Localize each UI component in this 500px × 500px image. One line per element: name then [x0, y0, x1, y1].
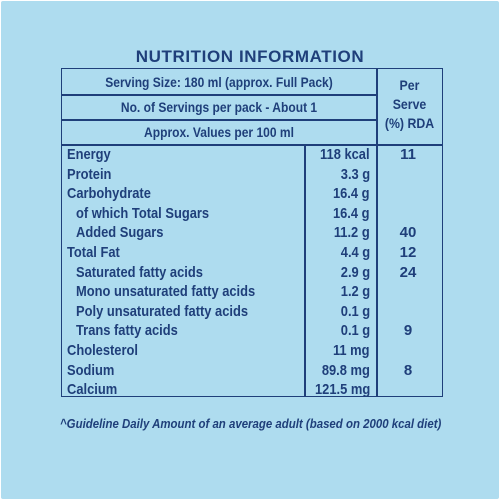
table-row: Calcium 121.5 mg [0, 380, 500, 400]
divider-rda-column [376, 68, 378, 397]
table-row: Saturated fatty acids 2.9 g 24 [0, 263, 500, 283]
servings-per-pack-label: No. of Servings per pack - About 1 [120, 99, 318, 115]
nutrient-value: 11 mg [333, 342, 370, 359]
table-row: Mono unsaturated fatty acids 1.2 g [0, 282, 500, 302]
nutrient-value: 4.4 g [340, 244, 370, 261]
divider-header [61, 144, 443, 146]
nutrient-label: Total Fat [67, 244, 120, 261]
table-row: Trans fatty acids 0.1 g 9 [0, 321, 500, 341]
nutrient-label: Protein [67, 165, 112, 183]
rda-header-line: (%) RDA [384, 115, 435, 131]
nutrient-value: 16.4 g [333, 185, 370, 203]
nutrient-value: 2.9 g [340, 263, 370, 281]
rda-column-header: Per Serve (%) RDA [380, 76, 439, 133]
nutrient-rda: 24 [399, 263, 417, 281]
footnote: ^Guideline Daily Amount of an average ad… [60, 416, 442, 431]
divider-value-column [304, 145, 306, 397]
nutrient-value: 16.4 g [333, 204, 370, 222]
nutrient-rda: 11 [400, 146, 416, 163]
rda-header-line: Serve [392, 96, 427, 112]
rda-header-line: Per [399, 77, 420, 93]
nutrient-label: Mono unsaturated fatty acids [76, 283, 256, 301]
serving-size-label: Serving Size: 180 ml (approx. Full Pack) [105, 74, 333, 90]
nutrient-label: Carbohydrate [67, 185, 151, 203]
table-row: Total Fat 4.4 g 12 [0, 243, 500, 263]
nutrient-label: Trans fatty acids [76, 322, 178, 340]
divider-servings [61, 119, 377, 121]
nutrient-rda: 12 [399, 244, 417, 261]
nutrient-value: 3.3 g [340, 165, 370, 183]
nutrient-rda: 40 [399, 224, 417, 242]
table-row: Protein 3.3 g [0, 165, 500, 185]
nutrient-value: 1.2 g [340, 283, 370, 301]
table-row: Added Sugars 11.2 g 40 [0, 223, 500, 243]
nutrition-table [61, 68, 443, 397]
nutrient-label: Added Sugars [76, 224, 164, 242]
page-title: NUTRITION INFORMATION [135, 47, 365, 66]
nutrient-rda: 9 [403, 322, 413, 340]
nutrient-value: 11.2 g [334, 224, 370, 242]
nutrient-label: Energy [67, 146, 111, 163]
nutrient-label: Saturated fatty acids [76, 263, 203, 281]
table-row: Sodium 89.8 mg 8 [0, 361, 500, 381]
table-row: Energy 118 kcal 11 [0, 145, 500, 165]
table-row: Carbohydrate 16.4 g [0, 184, 500, 204]
nutrient-label: of which Total Sugars [76, 204, 210, 222]
divider-serving-size [61, 94, 377, 96]
table-row: of which Total Sugars 16.4 g [0, 204, 500, 224]
table-row: Poly unsaturated fatty acids 0.1 g [0, 302, 500, 322]
nutrient-label: Calcium [67, 381, 118, 399]
nutrient-value: 0.1 g [340, 302, 370, 320]
nutrient-value: 89.8 mg [321, 361, 370, 379]
approx-values-label: Approx. Values per 100 ml [144, 124, 294, 140]
nutrient-label: Poly unsaturated fatty acids [76, 302, 249, 320]
nutrient-value: 0.1 g [340, 322, 370, 340]
nutrient-label: Sodium [67, 361, 115, 379]
nutrient-value: 121.5 mg [314, 381, 370, 399]
nutrient-value: 118 kcal [320, 146, 370, 163]
nutrient-rda: 8 [403, 361, 413, 379]
nutrient-label: Cholesterol [67, 342, 138, 359]
table-row: Cholesterol 11 mg [0, 341, 500, 361]
